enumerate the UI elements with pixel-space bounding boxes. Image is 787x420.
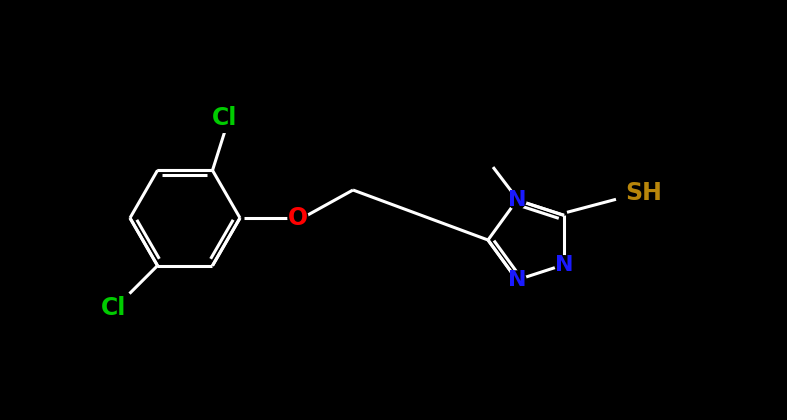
Circle shape [210, 104, 238, 132]
Text: N: N [555, 255, 573, 275]
Circle shape [555, 256, 573, 274]
Circle shape [508, 271, 526, 289]
Text: O: O [288, 206, 308, 230]
Circle shape [99, 294, 127, 322]
Text: Cl: Cl [212, 106, 237, 130]
Text: N: N [508, 190, 527, 210]
Circle shape [288, 208, 308, 228]
Text: Cl: Cl [101, 296, 126, 320]
Circle shape [626, 175, 662, 211]
Circle shape [508, 191, 526, 209]
Text: SH: SH [626, 181, 663, 205]
Text: N: N [508, 270, 527, 290]
